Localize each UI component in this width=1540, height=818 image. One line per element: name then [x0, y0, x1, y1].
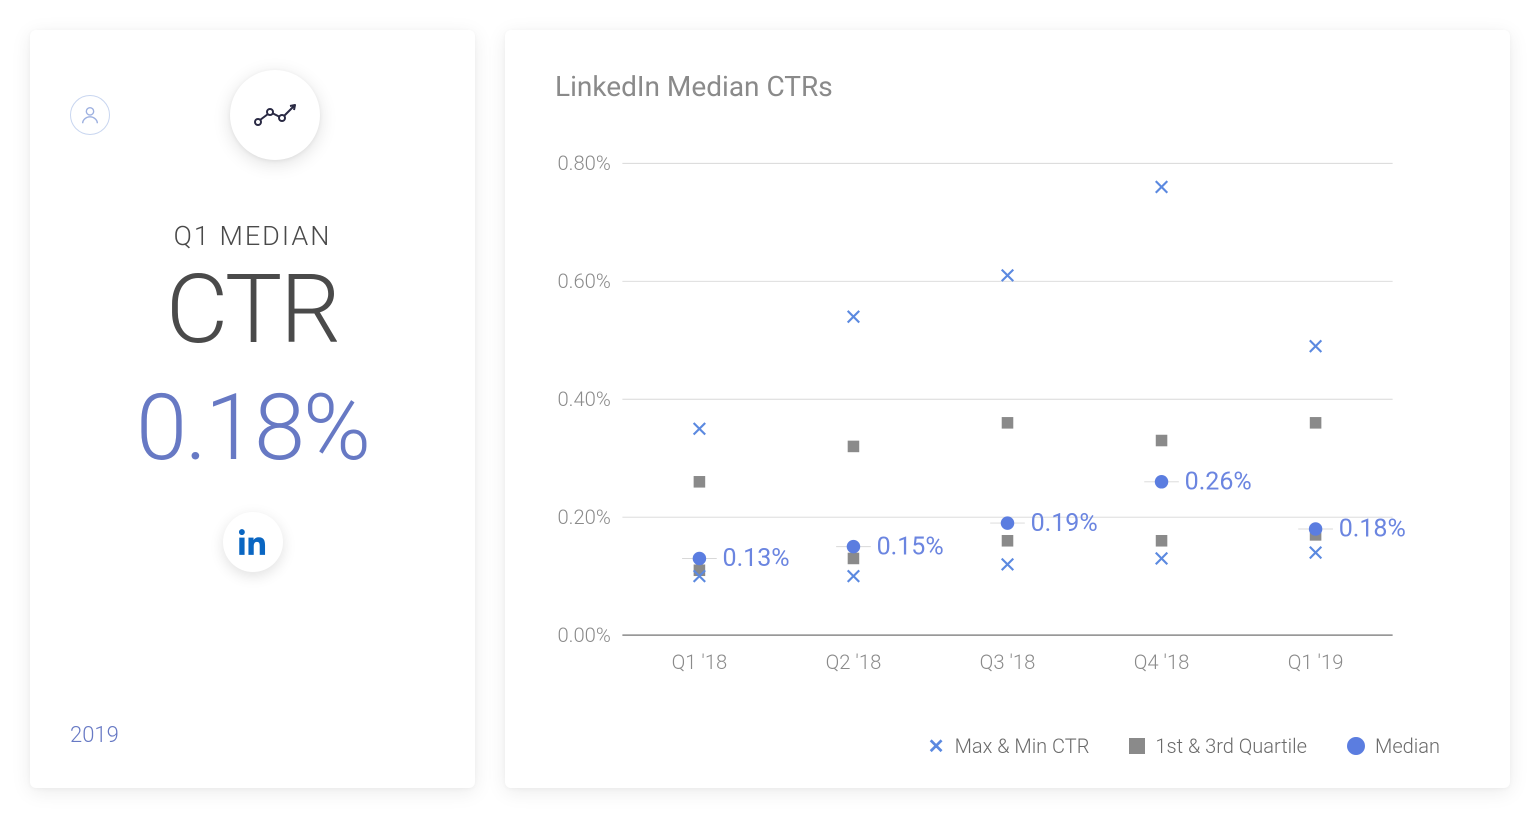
chart-area: 0.00% 0.20% 0.40% 0.60% 0.80% Q1 '18 Q2 '18 Q3 … — [555, 123, 1460, 714]
svg-text:0.13%: 0.13% — [723, 544, 790, 573]
svg-text:0.60%: 0.60% — [557, 269, 610, 293]
dashboard-container: Q1 MEDIAN CTR 0.18% 2019 LinkedIn Median… — [30, 30, 1510, 788]
chart-svg: 0.00% 0.20% 0.40% 0.60% 0.80% Q1 '18 Q2 '18 Q3 … — [555, 123, 1460, 714]
legend-label: Median — [1375, 734, 1440, 758]
svg-text:0.19%: 0.19% — [1031, 509, 1098, 538]
kpi-subtitle: Q1 MEDIAN — [60, 220, 445, 252]
svg-text:0.00%: 0.00% — [557, 623, 610, 647]
svg-text:0.15%: 0.15% — [877, 532, 944, 561]
linkedin-icon — [223, 512, 283, 572]
svg-text:0.40%: 0.40% — [557, 387, 610, 411]
svg-text:0.18%: 0.18% — [1339, 515, 1406, 544]
svg-text:Q2 '18: Q2 '18 — [826, 650, 882, 674]
kpi-card: Q1 MEDIAN CTR 0.18% 2019 — [30, 30, 475, 788]
kpi-block: Q1 MEDIAN CTR 0.18% — [60, 220, 445, 703]
svg-text:Q3 '18: Q3 '18 — [980, 650, 1036, 674]
legend-label: Max & Min CTR — [955, 734, 1090, 758]
legend-item-maxmin: ✕ Max & Min CTR — [928, 734, 1090, 758]
legend-row: ✕ Max & Min CTR 1st & 3rd Quartile Media… — [555, 734, 1460, 758]
chart-card: LinkedIn Median CTRs 0.00% 0.20% 0.40% 0.60… — [505, 30, 1510, 788]
svg-text:0.80%: 0.80% — [557, 151, 610, 175]
legend-item-quartile: 1st & 3rd Quartile — [1129, 734, 1307, 758]
legend-label: 1st & 3rd Quartile — [1155, 734, 1307, 758]
legend-item-median: Median — [1347, 734, 1440, 758]
kpi-value: 0.18% — [60, 375, 445, 482]
svg-text:0.20%: 0.20% — [557, 505, 610, 529]
circle-marker-icon — [1347, 737, 1365, 755]
year-label: 2019 — [60, 723, 445, 748]
svg-text:0.26%: 0.26% — [1185, 468, 1252, 497]
square-marker-icon — [1129, 738, 1145, 754]
user-icon — [70, 95, 110, 135]
svg-text:Q1 '18: Q1 '18 — [672, 650, 728, 674]
svg-text:Q4 '18: Q4 '18 — [1134, 650, 1190, 674]
chart-icon — [230, 70, 320, 160]
kpi-title: CTR — [60, 260, 445, 361]
svg-text:Q1 '19: Q1 '19 — [1288, 650, 1344, 674]
x-marker-icon: ✕ — [928, 734, 945, 758]
chart-title: LinkedIn Median CTRs — [555, 70, 1460, 103]
icon-row — [60, 70, 445, 160]
